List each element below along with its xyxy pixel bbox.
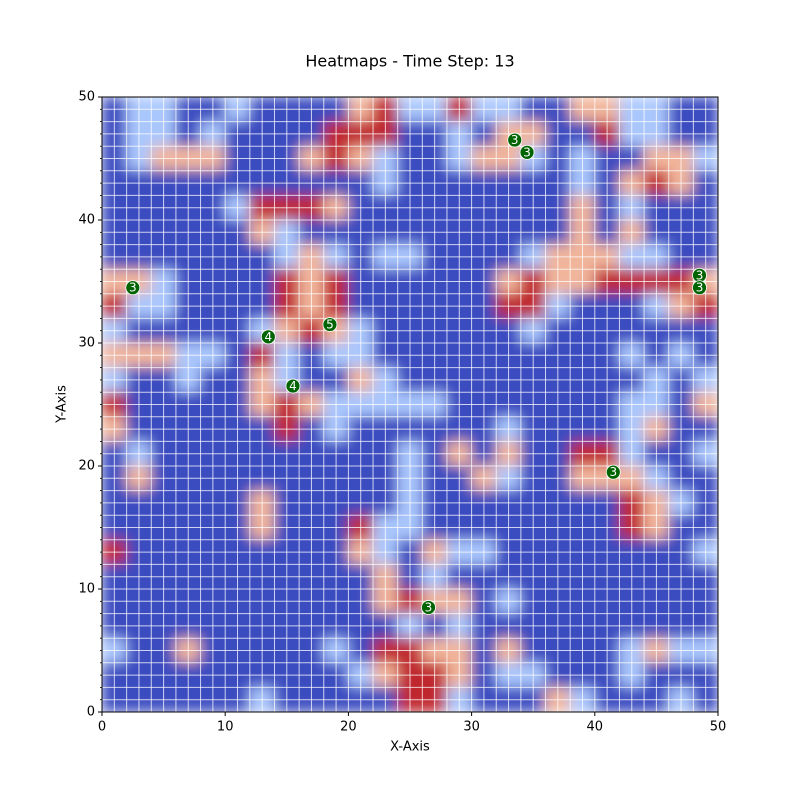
point-marker [519,144,535,160]
x-tick-label: 20 [340,720,357,735]
grid [102,97,718,712]
x-tick-label: 10 [217,720,234,735]
point-label: 3 [696,268,704,282]
point-marker [125,280,141,296]
point-marker [507,132,523,148]
point-label: 3 [696,281,704,295]
point-marker [285,378,301,394]
x-tick-label: 30 [463,720,480,735]
y-tick-label: 0 [87,705,95,720]
x-axis-label: X-Axis [390,740,430,755]
point-label: 5 [326,318,334,332]
point-marker [322,317,338,332]
point-label: 3 [609,465,617,479]
y-tick-label: 20 [78,459,95,474]
x-tick-label: 0 [98,720,106,735]
point-label: 4 [289,379,297,393]
x-tick-label: 40 [587,720,604,735]
y-tick-label: 40 [78,213,95,228]
y-tick-label: 30 [78,336,95,351]
point-label: 3 [425,600,433,614]
y-tick-label: 10 [78,582,95,597]
point-marker [605,464,621,480]
chart-title: Heatmaps - Time Step: 13 [305,52,514,71]
x-tick-label: 50 [710,720,727,735]
point-label: 4 [264,330,272,344]
point-label: 3 [523,145,531,159]
point-marker [692,280,707,296]
point-marker [260,329,276,345]
point-label: 3 [129,281,137,295]
y-axis-label: Y-Axis [55,385,70,424]
point-marker [421,600,436,615]
y-tick-label: 50 [78,90,95,105]
point-label: 3 [511,133,519,147]
